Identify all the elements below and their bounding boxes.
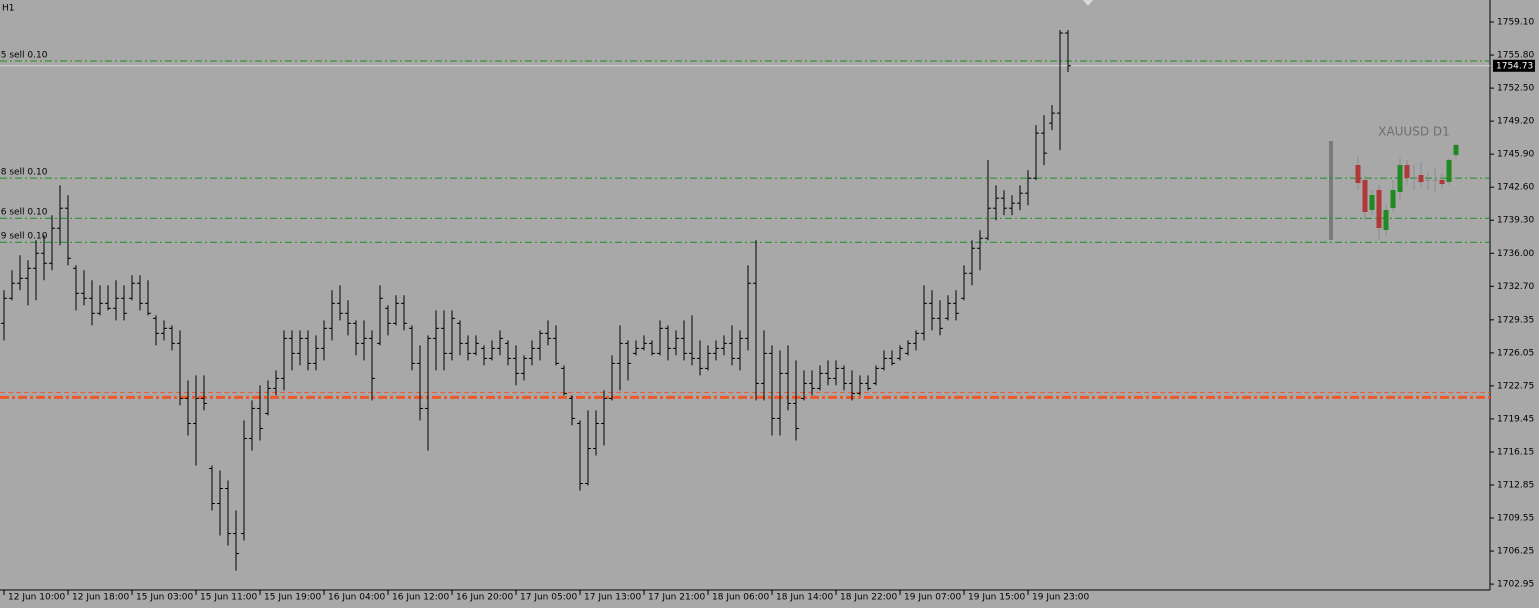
y-tick-label: 1752.50 <box>1497 84 1534 94</box>
y-tick-label: 1749.20 <box>1497 117 1534 127</box>
x-tick-label: 17 Jun 13:00 <box>584 593 641 603</box>
x-tick-label: 19 Jun 23:00 <box>1032 593 1089 603</box>
y-tick-label: 1716.15 <box>1497 447 1534 457</box>
inset-body <box>1418 175 1424 182</box>
y-tick-label: 1729.35 <box>1497 315 1534 325</box>
scroll-marker <box>1083 0 1093 6</box>
y-tick-label: 1706.25 <box>1497 547 1534 557</box>
inset-body <box>1355 165 1361 183</box>
inset-body <box>1446 160 1452 182</box>
inset-separator <box>1329 141 1333 240</box>
y-tick-label: 1726.05 <box>1497 348 1534 358</box>
x-tick-label: 16 Jun 20:00 <box>456 593 513 603</box>
x-tick-label: 15 Jun 11:00 <box>200 593 257 603</box>
timeframe: H1 <box>2 4 15 14</box>
x-tick-label: 19 Jun 07:00 <box>904 593 961 603</box>
y-tick-label: 1755.80 <box>1497 51 1534 61</box>
inset-body <box>1362 180 1368 212</box>
bid-box <box>1493 59 1535 72</box>
x-tick-label: 15 Jun 03:00 <box>136 593 193 603</box>
x-tick-label: 17 Jun 21:00 <box>648 593 705 603</box>
x-tick-label: 17 Jun 05:00 <box>520 593 577 603</box>
y-tick-label: 1732.70 <box>1497 282 1534 292</box>
x-tick-label: 18 Jun 14:00 <box>776 593 833 603</box>
inset-body <box>1432 180 1438 181</box>
y-tick-label: 1722.75 <box>1497 381 1534 391</box>
inset-title: XAUUSD D1 <box>1378 125 1450 139</box>
y-tick-label: 1739.30 <box>1497 216 1534 226</box>
x-tick-label: 18 Jun 06:00 <box>712 593 769 603</box>
x-tick-label: 12 Jun 10:00 <box>8 593 65 603</box>
order-label: 36 sell 0.10 <box>0 208 48 218</box>
order-label: 59 sell 0.10 <box>0 232 48 242</box>
order-label: 45 sell 0.10 <box>0 51 48 61</box>
y-tick-label: 1712.85 <box>1497 480 1534 490</box>
inset-body <box>1397 165 1403 192</box>
inset-body <box>1390 190 1396 208</box>
inset-body <box>1383 210 1389 230</box>
y-tick-label: 1742.60 <box>1497 183 1534 193</box>
inset-body <box>1453 145 1459 155</box>
inset-body <box>1439 180 1445 184</box>
x-tick-label: 18 Jun 22:00 <box>840 593 897 603</box>
x-tick-label: 12 Jun 18:00 <box>72 593 129 603</box>
x-tick-label: 16 Jun 12:00 <box>392 593 449 603</box>
y-tick-label: 1709.55 <box>1497 514 1534 524</box>
x-tick-label: 16 Jun 04:00 <box>328 593 385 603</box>
inset-body <box>1411 177 1417 178</box>
y-tick-label: 1702.95 <box>1497 580 1534 590</box>
bid-label: 1754.73 <box>1496 61 1533 71</box>
y-tick-label: 1719.45 <box>1497 414 1534 424</box>
inset-body <box>1376 190 1382 228</box>
x-tick-label: 15 Jun 19:00 <box>264 593 321 603</box>
order-label: 58 sell 0.10 <box>0 168 48 178</box>
inset-body <box>1425 180 1431 181</box>
y-tick-label: 1759.10 <box>1497 18 1534 28</box>
y-tick-label: 1736.00 <box>1497 249 1534 259</box>
inset-body <box>1404 165 1410 178</box>
y-tick-label: 1745.90 <box>1497 150 1534 160</box>
x-tick-label: 19 Jun 15:00 <box>968 593 1025 603</box>
inset-body <box>1369 195 1375 210</box>
